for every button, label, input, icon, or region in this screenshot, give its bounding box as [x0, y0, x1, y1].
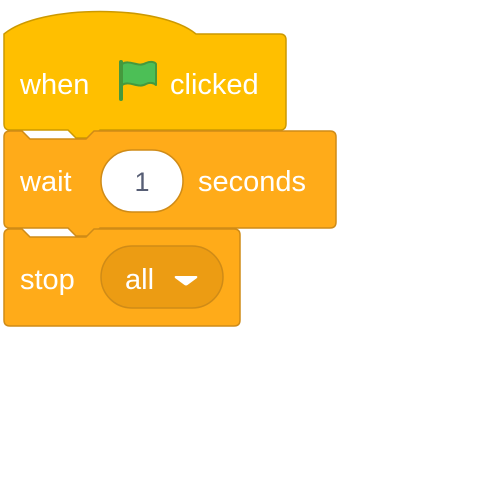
triangle-down-icon[interactable]: [174, 276, 198, 286]
seconds-label: seconds: [198, 166, 306, 198]
wait-seconds-block[interactable]: wait 1 seconds: [3, 130, 337, 237]
duration-value[interactable]: 1: [134, 167, 149, 197]
wait-label: wait: [19, 166, 72, 198]
stop-block[interactable]: stop all: [3, 228, 241, 327]
stop-option-dropdown[interactable]: all: [100, 245, 224, 309]
stop-label: stop: [20, 264, 75, 296]
duration-input[interactable]: [100, 149, 184, 213]
when-label: when: [19, 69, 89, 101]
clicked-label: clicked: [170, 69, 259, 101]
stop-option-dropdown-shape[interactable]: [100, 245, 224, 309]
green-flag-icon: [119, 60, 157, 101]
when-flag-clicked-block[interactable]: when clicked: [3, 10, 287, 139]
stop-option-value[interactable]: all: [125, 264, 154, 296]
